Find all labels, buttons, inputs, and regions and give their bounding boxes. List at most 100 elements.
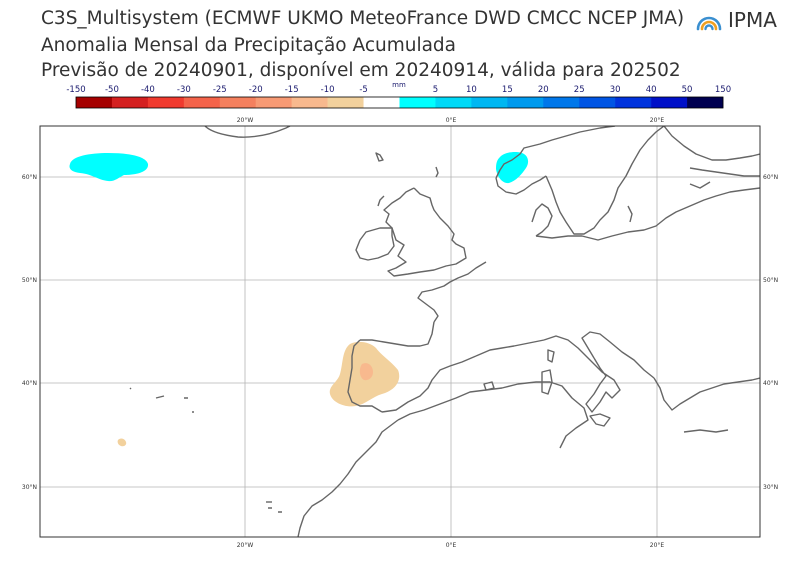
coast-baltic-south [535, 187, 760, 241]
wet-anomaly-north-atlantic [69, 153, 149, 182]
colorbar-tick-label: -50 [105, 85, 119, 95]
colorbar-swatch [579, 97, 616, 108]
colorbar-tick-label: 50 [682, 85, 693, 95]
wet-anomaly-norway [496, 152, 529, 184]
map-frame [39, 125, 761, 538]
coast-italy [543, 335, 621, 413]
longitude-label: 0°E [446, 117, 457, 124]
anomaly-areas [69, 152, 529, 447]
coast-greece [653, 377, 760, 411]
coast-north-africa [397, 381, 589, 449]
latitude-label: 40°N [763, 380, 778, 387]
coast-france-med [475, 339, 545, 357]
colorbar-swatch [147, 97, 185, 108]
coast-faroe [375, 152, 384, 162]
coast-corsica [547, 349, 555, 363]
colorbar-tick-label: 10 [466, 85, 477, 95]
coast-ireland [355, 227, 395, 261]
coast-sicily [589, 413, 611, 427]
coast-sardinia [541, 369, 553, 395]
ipma-logo-text: IPMA [728, 8, 777, 32]
coast-finland [689, 167, 760, 177]
colorbar-swatch [76, 97, 113, 108]
longitude-label: 20°E [650, 542, 665, 549]
latitude-label: 60°N [22, 174, 37, 181]
coast-adriatic [581, 331, 655, 379]
colorbar-tick-label: -40 [141, 85, 155, 95]
colorbar-unit-label: mm [392, 81, 406, 89]
map-gridlines [40, 126, 760, 537]
latitude-labels-right: 60°N 50°N 40°N 30°N [763, 174, 778, 491]
title-forecast-dates: Previsão de 20240901, disponível em 2024… [41, 60, 681, 81]
coast-canaries [268, 507, 282, 513]
colorbar-tick-label: 15 [502, 85, 513, 95]
colorbar-tick-label: -30 [177, 85, 191, 95]
colorbar-swatch [471, 97, 508, 108]
coast-hebrides [377, 195, 385, 207]
colorbar-swatch [363, 97, 400, 108]
colorbar-swatch [507, 97, 544, 108]
coast-channel-france [417, 261, 487, 323]
longitude-label: 20°W [237, 542, 254, 549]
coast-crete [683, 429, 729, 433]
colorbar-swatch [435, 97, 472, 108]
colorbar-tick-label: -15 [285, 85, 299, 95]
colorbar-tick-label: -25 [213, 85, 227, 95]
colorbar-tick-label: 5 [433, 85, 438, 95]
colorbar-swatch [219, 97, 257, 108]
colorbar-tick-label: -10 [321, 85, 335, 95]
dry-anomaly-azores [117, 438, 127, 447]
colorbar-swatch [291, 97, 328, 108]
coast-scotland-england [383, 187, 467, 277]
latitude-label: 30°N [22, 484, 37, 491]
coast-balearics [483, 381, 495, 391]
latitude-label: 30°N [763, 484, 778, 491]
coast-azores [129, 387, 194, 413]
longitude-labels-top: 20°W 0°E 20°E [237, 117, 665, 124]
coast-iceland [204, 126, 291, 138]
title-variable: Anomalia Mensal da Precipitação Acumulad… [41, 35, 457, 56]
colorbar-tick-label: -150 [66, 85, 85, 95]
colorbar-swatch [111, 97, 149, 108]
colorbar-tick-label: 25 [574, 85, 585, 95]
colorbar-tick-label: -20 [249, 85, 263, 95]
ipma-logo: IPMA [696, 8, 777, 32]
coast-iberia-west [347, 339, 383, 413]
colorbar-swatch [543, 97, 580, 108]
coast-gulf-of-bothnia [663, 126, 760, 161]
colorbar-tick-label: 30 [610, 85, 621, 95]
coast-shetland [435, 166, 439, 178]
latitude-label: 50°N [22, 277, 37, 284]
colorbar-swatch [687, 97, 724, 108]
coast-gotland [627, 205, 633, 223]
longitude-label: 20°W [237, 117, 254, 124]
latitude-label: 50°N [763, 277, 778, 284]
colorbar-swatch [651, 97, 688, 108]
coast-norway-south [495, 175, 547, 195]
colorbar-swatch [399, 97, 436, 108]
latitude-label: 60°N [763, 174, 778, 181]
ipma-sun-arcs-icon [696, 16, 722, 31]
coast-morocco-atlantic [297, 419, 399, 537]
coast-scandinavia-inland [689, 181, 711, 189]
coastlines [129, 126, 760, 537]
colorbar-swatch [327, 97, 364, 108]
coast-biscay [360, 321, 435, 347]
coast-sweden [545, 126, 665, 235]
map-background [40, 126, 760, 537]
colorbar-outline [75, 96, 724, 109]
colorbar-tick-label: 150 [715, 85, 731, 95]
longitude-labels-bottom: 20°W 0°E 20°E [237, 542, 665, 549]
colorbar-swatch [615, 97, 652, 108]
longitude-label: 0°E [446, 542, 457, 549]
colorbar-tick-label: -5 [359, 85, 367, 95]
colorbar-swatch [255, 97, 292, 108]
colorbar-swatch [183, 97, 221, 108]
precipitation-colorbar: -150 -50 -40 -30 -25 -20 -15 -10 -5 5 10 15 20 25 30 40… [66, 81, 731, 109]
longitude-label: 20°E [650, 117, 665, 124]
title-models: C3S_Multisystem (ECMWF UKMO MeteoFrance … [41, 8, 685, 29]
dry-anomaly-portugal-medium [359, 363, 373, 381]
coast-denmark [531, 203, 553, 237]
latitude-labels-left: 60°N 50°N 40°N 30°N [22, 174, 37, 491]
